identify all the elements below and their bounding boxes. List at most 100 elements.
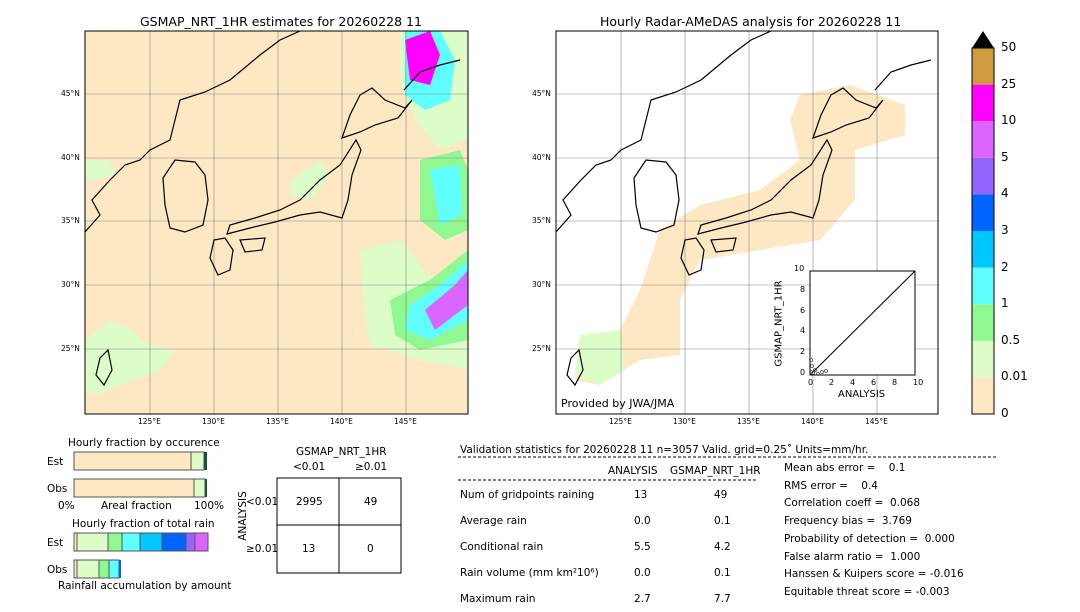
inset-ytick: 10 bbox=[794, 264, 805, 273]
colorbar-segment bbox=[972, 340, 994, 378]
colorbar-label: 2 bbox=[1001, 259, 1009, 274]
lat-tick: 35°N bbox=[532, 216, 551, 225]
colorbar-segment bbox=[972, 157, 994, 195]
colorbar-label: 1 bbox=[1001, 296, 1009, 311]
lon-tick: 130°E bbox=[202, 417, 225, 426]
inset-xtick: 2 bbox=[829, 378, 835, 387]
inset-scatter bbox=[809, 270, 916, 376]
stats-gsmap-value: 4.2 bbox=[714, 541, 731, 553]
lon-tick: 135°E bbox=[737, 417, 760, 426]
colorbar-label: 0.5 bbox=[1001, 332, 1021, 347]
occ-tick-0: 0% bbox=[58, 500, 75, 512]
rain-row-est: Est bbox=[47, 537, 64, 549]
inset-xtick: 4 bbox=[850, 378, 856, 387]
colorbar-segment bbox=[972, 231, 994, 268]
table-title: GSMAP_NRT_1HR bbox=[296, 446, 387, 458]
right-map-title: Hourly Radar-AMeDAS analysis for 2026022… bbox=[600, 14, 902, 29]
lon-tick: 135°E bbox=[266, 417, 289, 426]
colorbar-label: 25 bbox=[1001, 76, 1017, 91]
stats-header: Validation statistics for 20260228 11 n=… bbox=[460, 444, 869, 456]
score-line: Frequency bias = 3.769 bbox=[784, 515, 912, 528]
lat-tick: 25°N bbox=[61, 344, 80, 353]
lat-tick: 25°N bbox=[532, 344, 551, 353]
contingency-table bbox=[276, 477, 402, 574]
colorbar-label: 0.01 bbox=[1001, 369, 1028, 384]
colorbar-label: 5 bbox=[1001, 149, 1009, 164]
score-line: RMS error = 0.4 bbox=[784, 479, 878, 492]
stats-analysis-value: 13 bbox=[634, 489, 648, 501]
stats-row-label: Rain volume (mm km²10⁶) bbox=[460, 567, 599, 579]
rain-xlabel: Rainfall accumulation by amount bbox=[58, 580, 232, 592]
left-map-title: GSMAP_NRT_1HR estimates for 20260228 11 bbox=[140, 14, 422, 29]
inset-ytick: 4 bbox=[800, 326, 806, 336]
rain-fraction-bars bbox=[73, 532, 209, 579]
occ-tick-100: 100% bbox=[194, 500, 225, 512]
occurrence-bars bbox=[73, 451, 207, 498]
stats-row-label: Conditional rain bbox=[460, 541, 544, 553]
colorbar bbox=[971, 31, 995, 415]
colorbar-label: 10 bbox=[1001, 113, 1017, 128]
rain-row-obs: Obs bbox=[47, 564, 68, 576]
lon-tick: 145°E bbox=[394, 417, 417, 426]
stats-row-label: Num of gridpoints raining bbox=[460, 489, 595, 501]
stats-analysis-value: 0.0 bbox=[634, 567, 651, 579]
stats-gsmap-value: 0.1 bbox=[714, 515, 731, 527]
lat-tick: 45°N bbox=[532, 89, 551, 98]
stats-gsmap-value: 0.1 bbox=[714, 567, 731, 579]
lon-tick: 125°E bbox=[138, 417, 161, 426]
colorbar-segment bbox=[972, 304, 994, 341]
occ-row-est: Est bbox=[47, 456, 64, 468]
stats-analysis-value: 2.7 bbox=[634, 593, 651, 605]
credit-label: Provided by JWA/JMA bbox=[561, 397, 675, 410]
colorbar-label: 3 bbox=[1001, 223, 1009, 237]
stats-gsmap-value: 49 bbox=[714, 489, 728, 501]
inset-xtick: 6 bbox=[871, 378, 877, 387]
rain-fraction-title: Hourly fraction of total rain bbox=[72, 518, 215, 530]
stats-analysis-value: 5.5 bbox=[634, 541, 651, 553]
lat-tick: 30°N bbox=[532, 280, 551, 289]
score-line: Hanssen & Kuipers score = -0.016 bbox=[784, 568, 964, 581]
occ-row-obs: Obs bbox=[47, 483, 68, 495]
cell: 2995 bbox=[296, 496, 323, 508]
colorbar-label: 0 bbox=[1001, 406, 1009, 420]
occurrence-title: Hourly fraction by occurence bbox=[68, 437, 220, 449]
lon-tick: 130°E bbox=[673, 417, 696, 426]
colorbar-segment bbox=[972, 48, 994, 85]
inset-ytick: 0 bbox=[800, 368, 806, 377]
inset-xtick: 0 bbox=[808, 378, 814, 387]
radar-map bbox=[555, 30, 940, 415]
colorbar-segment bbox=[972, 267, 994, 305]
inset-ytick: 8 bbox=[800, 284, 806, 294]
stats-analysis-value: 0.0 bbox=[634, 515, 651, 527]
inset-ytick: 2 bbox=[800, 347, 806, 357]
analysis-coverage bbox=[575, 85, 905, 385]
occ-xlabel: Areal fraction bbox=[101, 500, 172, 512]
stats-col-gsmap: GSMAP_NRT_1HR bbox=[670, 465, 761, 477]
col-header-1: ≥0.01 bbox=[355, 461, 388, 473]
row-header-1: ≥0.01 bbox=[246, 543, 279, 555]
lon-tick: 140°E bbox=[330, 417, 353, 426]
lat-tick: 30°N bbox=[61, 280, 80, 289]
cell: 0 bbox=[367, 543, 374, 555]
score-line: Correlation coeff = 0.068 bbox=[784, 497, 920, 510]
inset-ytick: 6 bbox=[800, 305, 806, 315]
stats-col-analysis: ANALYSIS bbox=[608, 465, 658, 477]
colorbar-label: 4 bbox=[1001, 186, 1009, 201]
colorbar-segment bbox=[972, 84, 994, 122]
colorbar-label: 50 bbox=[1001, 40, 1017, 54]
colorbar-segment bbox=[972, 194, 994, 231]
stats-row-label: Average rain bbox=[460, 515, 527, 527]
inset-xlabel: ANALYSIS bbox=[838, 389, 886, 400]
lon-tick: 140°E bbox=[801, 417, 824, 426]
lon-tick: 125°E bbox=[609, 417, 632, 426]
row-header-0: <0.01 bbox=[246, 496, 279, 508]
score-line: Equitable threat score = -0.003 bbox=[784, 585, 950, 598]
inset-xtick: 10 bbox=[913, 378, 924, 387]
stats-row-label: Maximum rain bbox=[460, 593, 536, 605]
stats-gsmap-value: 7.7 bbox=[714, 593, 731, 605]
lat-tick: 40°N bbox=[532, 153, 551, 162]
lat-tick: 40°N bbox=[61, 153, 80, 162]
colorbar-segment bbox=[972, 377, 994, 414]
lat-tick: 35°N bbox=[61, 216, 80, 225]
